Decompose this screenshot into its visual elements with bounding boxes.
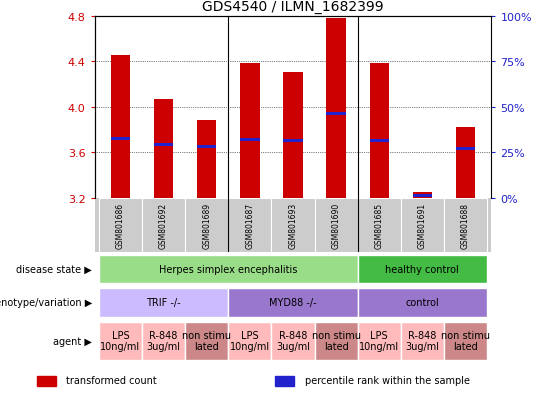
- Bar: [197, 121, 217, 198]
- Text: LPS
10ng/ml: LPS 10ng/ml: [230, 330, 270, 351]
- Bar: [413, 195, 432, 197]
- Bar: [228, 198, 272, 252]
- Bar: [369, 140, 389, 143]
- Bar: [185, 198, 228, 252]
- Text: GSM801689: GSM801689: [202, 202, 211, 248]
- Text: GSM801687: GSM801687: [245, 202, 254, 248]
- Bar: [272, 198, 314, 252]
- Bar: [369, 64, 389, 198]
- Bar: [111, 138, 130, 140]
- Text: LPS
10ng/ml: LPS 10ng/ml: [100, 330, 140, 351]
- Bar: [444, 322, 487, 360]
- Bar: [284, 140, 302, 143]
- Bar: [154, 143, 173, 146]
- Bar: [99, 255, 357, 284]
- Bar: [99, 322, 142, 360]
- Text: control: control: [406, 297, 439, 308]
- Bar: [272, 322, 314, 360]
- Bar: [357, 198, 401, 252]
- Text: R-848
3ug/ml: R-848 3ug/ml: [406, 330, 440, 351]
- Bar: [413, 192, 432, 198]
- Bar: [111, 56, 130, 198]
- Text: GSM801686: GSM801686: [116, 202, 125, 248]
- Bar: [357, 288, 487, 317]
- Text: GSM801692: GSM801692: [159, 202, 168, 248]
- Bar: [357, 255, 487, 284]
- Bar: [228, 288, 357, 317]
- Bar: [401, 322, 444, 360]
- Bar: [185, 322, 228, 360]
- Text: disease state ▶: disease state ▶: [16, 264, 92, 275]
- Bar: [284, 74, 302, 198]
- Bar: [228, 322, 272, 360]
- Bar: [326, 19, 346, 198]
- Bar: [314, 198, 357, 252]
- Bar: [275, 376, 294, 386]
- Text: MYD88 -/-: MYD88 -/-: [269, 297, 317, 308]
- Text: healthy control: healthy control: [386, 264, 459, 275]
- Text: GSM801691: GSM801691: [418, 202, 427, 248]
- Text: GSM801693: GSM801693: [288, 202, 298, 248]
- Bar: [456, 128, 475, 198]
- Text: transformed count: transformed count: [66, 375, 157, 385]
- Bar: [197, 146, 217, 149]
- Text: R-848
3ug/ml: R-848 3ug/ml: [146, 330, 180, 351]
- Bar: [142, 198, 185, 252]
- Text: R-848
3ug/ml: R-848 3ug/ml: [276, 330, 310, 351]
- Text: LPS
10ng/ml: LPS 10ng/ml: [359, 330, 399, 351]
- Text: GSM801685: GSM801685: [375, 202, 384, 248]
- Bar: [326, 113, 346, 116]
- Text: percentile rank within the sample: percentile rank within the sample: [305, 375, 469, 385]
- Bar: [240, 64, 260, 198]
- Bar: [154, 100, 173, 198]
- Text: non stimu
lated: non stimu lated: [182, 330, 231, 351]
- Bar: [142, 322, 185, 360]
- Text: TRIF -/-: TRIF -/-: [146, 297, 181, 308]
- Bar: [99, 288, 228, 317]
- Bar: [401, 198, 444, 252]
- Bar: [357, 322, 401, 360]
- Text: Herpes simplex encephalitis: Herpes simplex encephalitis: [159, 264, 298, 275]
- Text: agent ▶: agent ▶: [53, 336, 92, 346]
- Text: genotype/variation ▶: genotype/variation ▶: [0, 297, 92, 308]
- Bar: [99, 198, 142, 252]
- Bar: [240, 139, 260, 142]
- Bar: [314, 322, 357, 360]
- Bar: [444, 198, 487, 252]
- Text: GSM801688: GSM801688: [461, 202, 470, 248]
- Text: GSM801690: GSM801690: [332, 202, 341, 248]
- Bar: [456, 148, 475, 151]
- Title: GDS4540 / ILMN_1682399: GDS4540 / ILMN_1682399: [202, 0, 384, 14]
- Text: non stimu
lated: non stimu lated: [441, 330, 490, 351]
- Bar: [37, 376, 56, 386]
- Text: non stimu
lated: non stimu lated: [312, 330, 361, 351]
